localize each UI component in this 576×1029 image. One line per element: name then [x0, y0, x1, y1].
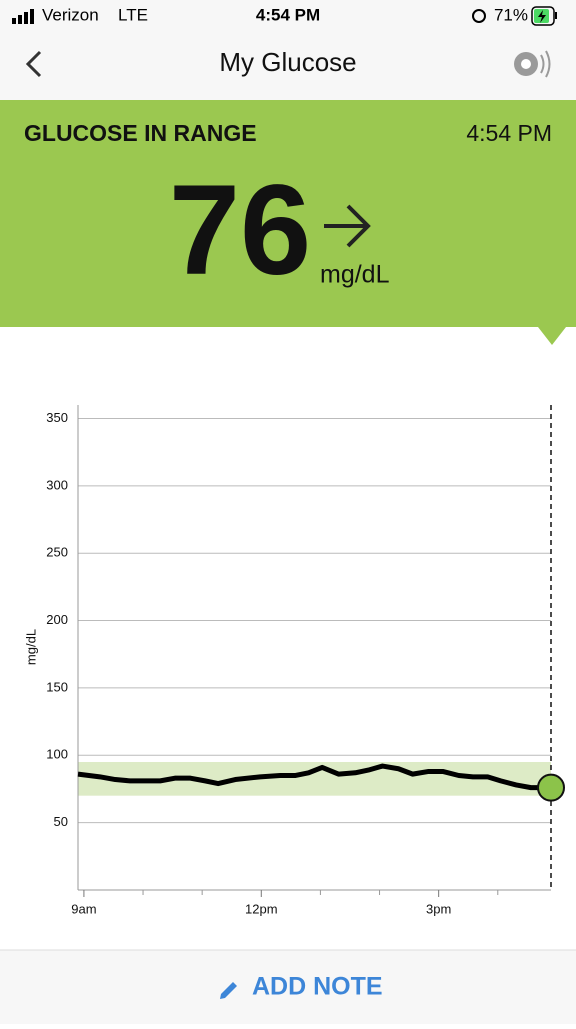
network: LTE	[118, 5, 148, 24]
clock: 4:54 PM	[256, 5, 320, 24]
reading-status: GLUCOSE IN RANGE	[24, 120, 257, 146]
y-tick-label: 50	[54, 814, 68, 829]
add-note-label[interactable]: ADD NOTE	[252, 973, 383, 1001]
sensor-icon[interactable]	[514, 50, 551, 78]
signal-icon	[12, 9, 34, 24]
reading-unit: mg/dL	[320, 261, 390, 289]
rotation-lock-icon	[472, 9, 486, 23]
plot: 50 100 150 200 250 300 350 9am 12pm 3pm	[46, 405, 565, 916]
x-tick-label: 9am	[71, 901, 96, 916]
reading-value: 76	[169, 159, 311, 302]
y-tick-label: 200	[46, 612, 68, 627]
x-tick-label: 12pm	[245, 901, 278, 916]
top-bar-bg	[0, 0, 576, 100]
screen-title: My Glucose	[219, 47, 356, 77]
footer-bg	[0, 950, 576, 1024]
banner-pointer	[538, 327, 566, 345]
battery-percent: 71%	[494, 5, 528, 24]
reading-time: 4:54 PM	[466, 120, 552, 146]
current-point	[537, 773, 565, 802]
y-tick-label: 350	[46, 410, 68, 425]
y-axis-label: mg/dL	[23, 629, 38, 665]
battery-icon	[531, 6, 557, 26]
y-tick-label: 250	[46, 545, 68, 560]
trend-arrow	[324, 204, 371, 248]
carrier: Verizon	[42, 5, 99, 24]
back-button[interactable]	[25, 50, 42, 78]
glucose-line	[77, 763, 551, 791]
reading-banner	[0, 100, 576, 327]
x-tick-label: 3pm	[426, 901, 451, 916]
y-tick-label: 300	[46, 477, 68, 492]
add-note-button[interactable]: ADD NOTE	[220, 973, 383, 1001]
y-tick-label: 150	[46, 679, 68, 694]
y-tick-label: 100	[46, 747, 68, 762]
